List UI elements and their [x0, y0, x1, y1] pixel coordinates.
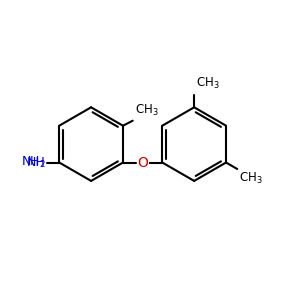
Text: NH: NH	[27, 156, 46, 169]
Text: CH$_3$: CH$_3$	[135, 103, 158, 118]
Text: O: O	[137, 155, 148, 170]
Text: CH$_3$: CH$_3$	[196, 76, 219, 91]
Text: NH$_2$: NH$_2$	[21, 155, 46, 170]
Text: CH$_3$: CH$_3$	[239, 171, 262, 186]
